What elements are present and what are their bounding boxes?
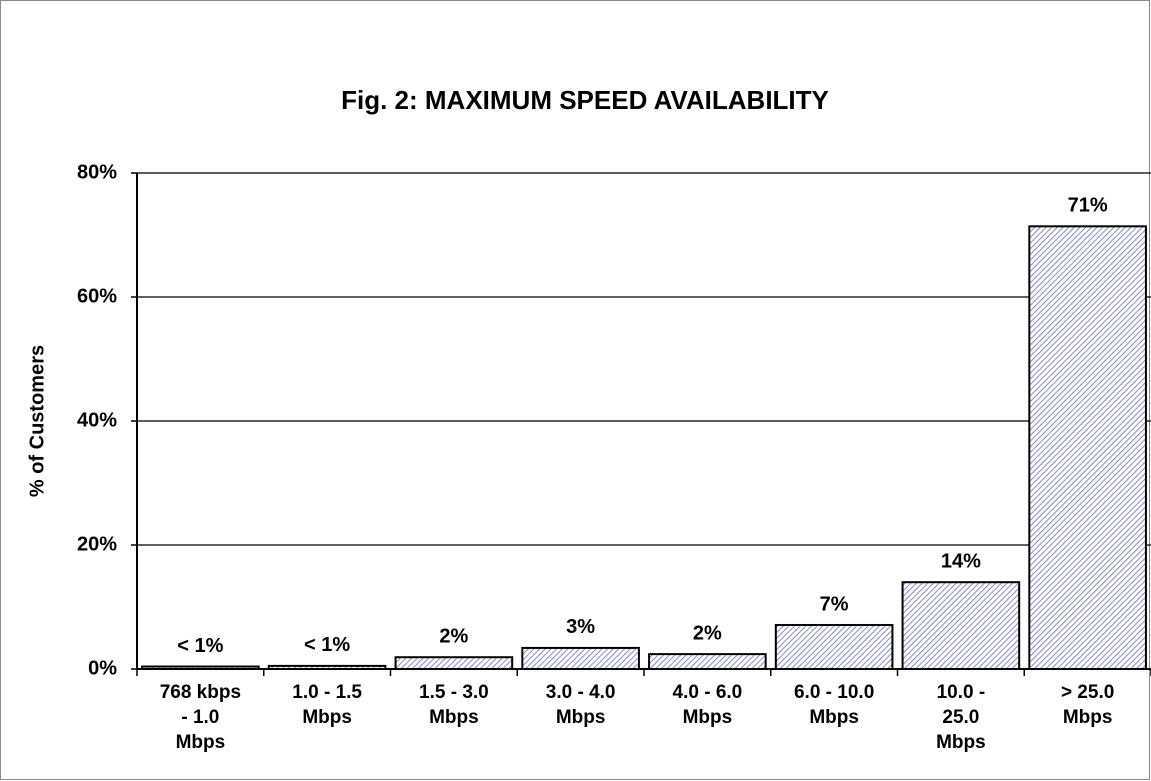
bar [394,656,514,670]
value-label: < 1% [304,634,350,656]
value-label: 2% [693,622,722,644]
y-tick-label: 40% [77,409,117,431]
x-tick-label: 1.5 - 3.0 Mbps [419,682,489,728]
bar [774,623,894,670]
x-tick-label: 768 kbps - 1.0 Mbps [159,682,242,753]
bar [1028,225,1147,670]
y-axis-label: % of Customers [26,345,48,497]
value-label: < 1% [177,635,223,657]
bar [648,653,767,670]
x-tick-label: 6.0 - 10.0 Mbps [793,682,875,728]
chart-title: Fig. 2: MAXIMUM SPEED AVAILABILITY [341,85,829,115]
x-tick-label: 10.0 - 25.0 Mbps [936,682,986,753]
x-tick-label: 4.0 - 6.0 Mbps [672,682,743,728]
bar [901,581,1021,671]
value-label: 2% [439,626,468,648]
y-tick-label: 80% [77,161,117,183]
value-label: 14% [941,550,981,572]
x-tick-label: 1.0 - 1.5 Mbps [292,682,362,728]
value-label: 71% [1068,195,1108,217]
y-tick-label: 20% [77,533,117,555]
bar [521,646,640,670]
x-tick-label: 3.0 - 4.0 Mbps [545,682,616,728]
y-tick-label: 0% [88,657,117,679]
value-label: 3% [566,616,595,638]
y-tick-label: 60% [77,285,117,307]
x-tick-label: > 25.0 Mbps [1060,682,1115,728]
value-label: 7% [820,593,849,615]
